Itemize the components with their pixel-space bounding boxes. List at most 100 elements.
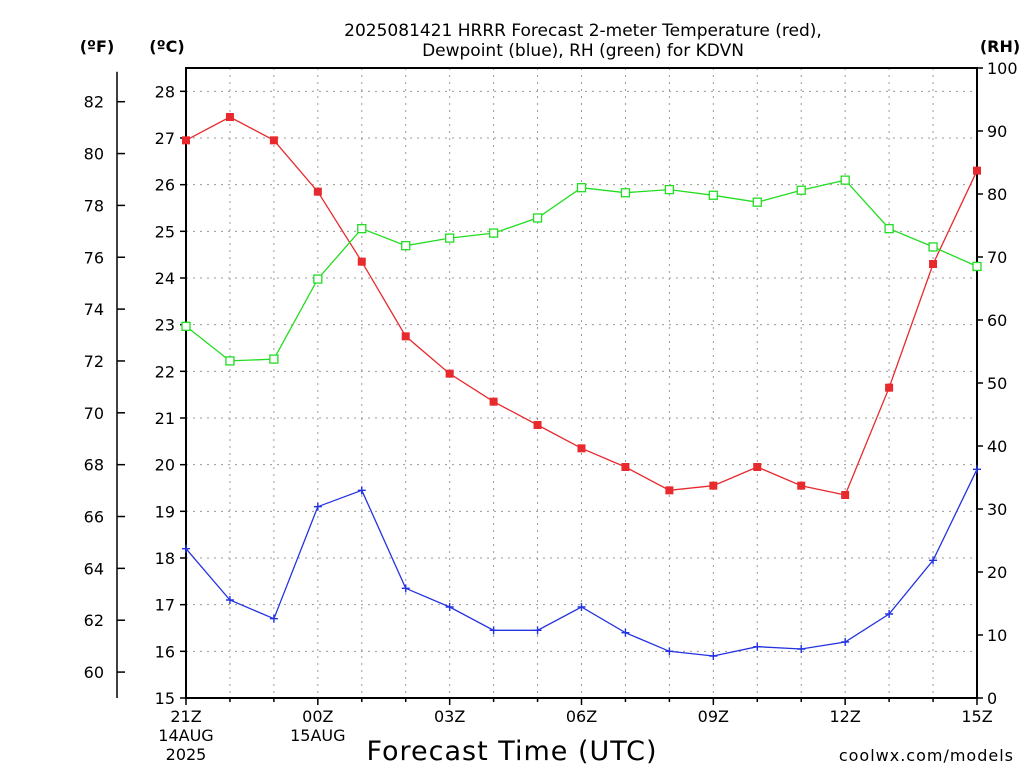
rh-point bbox=[488, 228, 499, 238]
rh-point bbox=[928, 242, 938, 252]
celsius-tick-label: 20 bbox=[155, 456, 175, 475]
rh-tick-label: 40 bbox=[987, 437, 1007, 456]
time-tick-label: 06Z bbox=[566, 707, 597, 726]
temperature-point bbox=[445, 369, 454, 378]
rh-tick-label: 30 bbox=[987, 500, 1007, 519]
celsius-tick-label: 23 bbox=[155, 316, 175, 335]
rh-point bbox=[884, 223, 894, 234]
celsius-tick-label: 21 bbox=[155, 409, 175, 428]
rh-point bbox=[576, 183, 587, 193]
time-tick-label: 09Z bbox=[698, 707, 729, 726]
fahrenheit-tick-label: 74 bbox=[84, 300, 104, 319]
rh-point bbox=[532, 213, 543, 223]
rh-tick-label: 10 bbox=[987, 626, 1007, 645]
rh-point bbox=[620, 188, 631, 198]
rh-tick-label: 80 bbox=[987, 185, 1007, 204]
celsius-tick-label: 17 bbox=[155, 596, 175, 615]
dewpoint-line bbox=[185, 469, 978, 657]
fahrenheit-tick-label: 70 bbox=[84, 404, 104, 423]
time-tick-label: 21Z bbox=[170, 707, 201, 726]
x-axis-title: Forecast Time (UTC) bbox=[366, 736, 657, 767]
rh-tick-label: 50 bbox=[987, 374, 1007, 393]
fahrenheit-tick-label: 76 bbox=[84, 248, 104, 267]
rh-point bbox=[225, 356, 235, 366]
fahrenheit-tick-label: 66 bbox=[84, 508, 104, 527]
dewpoint-point bbox=[797, 645, 806, 653]
dewpoint-point bbox=[357, 486, 366, 495]
fahrenheit-axis: 60 62 64 66 68 70 72 74 76 78 80 82 bbox=[84, 71, 125, 698]
dewpoint-point bbox=[885, 610, 894, 618]
rh-tick-label: 90 bbox=[987, 122, 1007, 141]
celsius-tick-label: 25 bbox=[155, 222, 175, 241]
temperature-point bbox=[182, 136, 190, 145]
dewpoint-point bbox=[445, 603, 454, 611]
fahrenheit-tick-label: 78 bbox=[84, 196, 104, 215]
temperature-point bbox=[621, 463, 630, 471]
rh-point bbox=[445, 233, 455, 243]
dewpoint-point bbox=[182, 544, 190, 553]
temperature-point bbox=[533, 421, 542, 429]
temperature-point bbox=[885, 383, 894, 392]
rh-axis-label: (RH) bbox=[980, 37, 1020, 56]
dewpoint-point bbox=[621, 628, 630, 637]
celsius-tick-label: 24 bbox=[155, 269, 175, 288]
rh-point bbox=[708, 190, 718, 200]
rh-point bbox=[752, 197, 762, 207]
dewpoint-series bbox=[182, 465, 981, 660]
temperature-point bbox=[665, 486, 674, 495]
rh-tick-label: 20 bbox=[987, 563, 1007, 582]
dewpoint-point bbox=[533, 626, 542, 635]
temperature-point bbox=[313, 187, 322, 196]
temperature-point bbox=[753, 463, 762, 471]
credit-text: coolwx.com/models bbox=[839, 746, 1014, 765]
celsius-tick-label: 28 bbox=[155, 82, 175, 101]
dewpoint-point bbox=[753, 642, 762, 651]
celsius-tick-label: 26 bbox=[155, 176, 175, 195]
dewpoint-point bbox=[577, 603, 586, 611]
time-tick-date-label: 14AUG bbox=[158, 726, 213, 745]
time-tick-label: 12Z bbox=[830, 707, 861, 726]
chart-title-line1: 2025081421 HRRR Forecast 2-meter Tempera… bbox=[344, 21, 822, 41]
temperature-point bbox=[269, 136, 278, 145]
rh-point bbox=[313, 274, 323, 284]
celsius-axis: 15 16 17 18 19 20 21 22 23 24 25 26 27 28 bbox=[155, 82, 186, 708]
rh-point bbox=[181, 321, 191, 331]
fahrenheit-tick-label: 80 bbox=[84, 145, 104, 164]
series-group bbox=[181, 113, 982, 660]
dewpoint-point bbox=[709, 652, 718, 660]
chart-title-line2: Dewpoint (blue), RH (green) for KDVN bbox=[422, 41, 744, 61]
grid-lines bbox=[186, 68, 977, 698]
dewpoint-point bbox=[665, 647, 674, 656]
dewpoint-point bbox=[313, 502, 322, 511]
temperature-point bbox=[973, 166, 981, 175]
time-tick-label: 15Z bbox=[961, 707, 992, 726]
time-tick-label: 00Z bbox=[302, 707, 333, 726]
rh-point bbox=[972, 261, 982, 272]
time-tick-label: 03Z bbox=[434, 707, 465, 726]
celsius-tick-label: 18 bbox=[155, 549, 175, 568]
celsius-tick-label: 15 bbox=[155, 689, 175, 708]
rh-tick-label: 0 bbox=[987, 689, 997, 708]
temperature-point bbox=[577, 444, 586, 453]
fahrenheit-tick-label: 60 bbox=[84, 663, 104, 682]
fahrenheit-tick-label: 68 bbox=[84, 456, 104, 475]
rh-tick-label: 70 bbox=[987, 248, 1007, 267]
celsius-axis-label: (ºC) bbox=[149, 37, 184, 56]
dewpoint-point bbox=[841, 638, 850, 646]
temperature-series bbox=[182, 113, 981, 499]
temperature-point bbox=[929, 260, 938, 268]
fahrenheit-tick-label: 82 bbox=[84, 93, 104, 112]
fahrenheit-tick-label: 64 bbox=[84, 559, 104, 578]
temperature-point bbox=[797, 481, 806, 490]
rh-point bbox=[840, 175, 850, 185]
rh-line bbox=[185, 179, 978, 362]
time-tick-date-label: 15AUG bbox=[290, 726, 345, 745]
time-tick-year-label: 2025 bbox=[166, 745, 207, 764]
temperature-point bbox=[357, 257, 366, 266]
fahrenheit-tick-label: 72 bbox=[84, 352, 104, 371]
celsius-tick-label: 27 bbox=[155, 129, 175, 148]
celsius-tick-label: 22 bbox=[155, 362, 175, 381]
dewpoint-point bbox=[269, 614, 278, 623]
